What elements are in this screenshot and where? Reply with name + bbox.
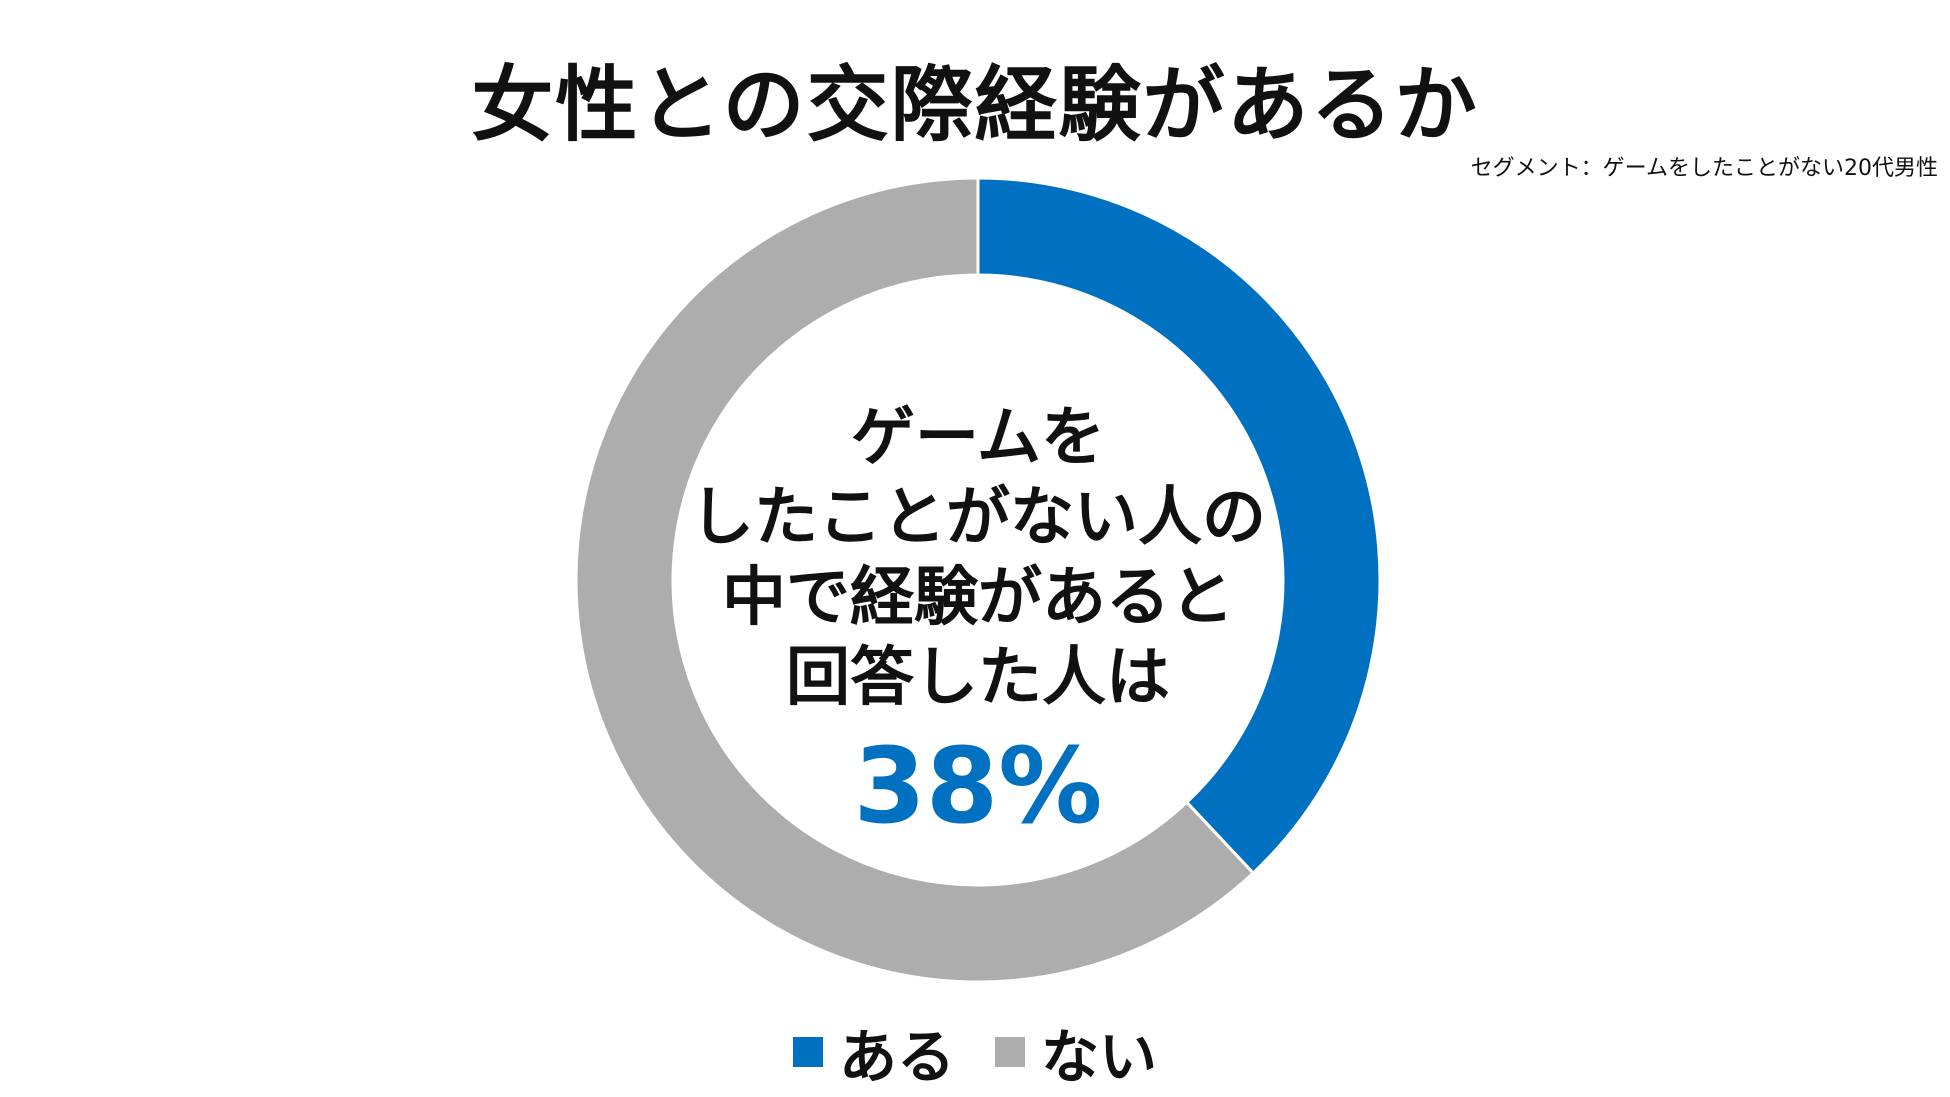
segment-note: セグメント：ゲームをしたことがない20代男性	[1470, 156, 1938, 181]
center-line-2: したことがない人の	[690, 481, 1266, 555]
legend-item-nai: ない	[995, 1010, 1157, 1094]
legend-swatch-nai	[995, 1037, 1025, 1067]
legend-swatch-aru	[792, 1037, 823, 1067]
chart-title: 女性との交際経験があるか	[471, 58, 1479, 153]
legend-item-aru: ある	[792, 1010, 955, 1094]
center-annotation: ゲームを したことがない人の 中で経験があると 回答した人は	[640, 398, 1316, 718]
center-line-3: 中で経験があると	[722, 561, 1234, 635]
legend: ある ない	[0, 1010, 1950, 1094]
legend-label-aru: ある	[838, 1023, 955, 1091]
center-line-4: 回答した人は	[786, 641, 1170, 715]
center-percent: 38%	[853, 725, 1103, 847]
donut-slice-nai	[574, 176, 1256, 984]
center-line-1: ゲームを	[850, 401, 1106, 475]
legend-label-nai: ない	[1041, 1023, 1158, 1091]
donut-slice-aru	[976, 176, 1382, 876]
